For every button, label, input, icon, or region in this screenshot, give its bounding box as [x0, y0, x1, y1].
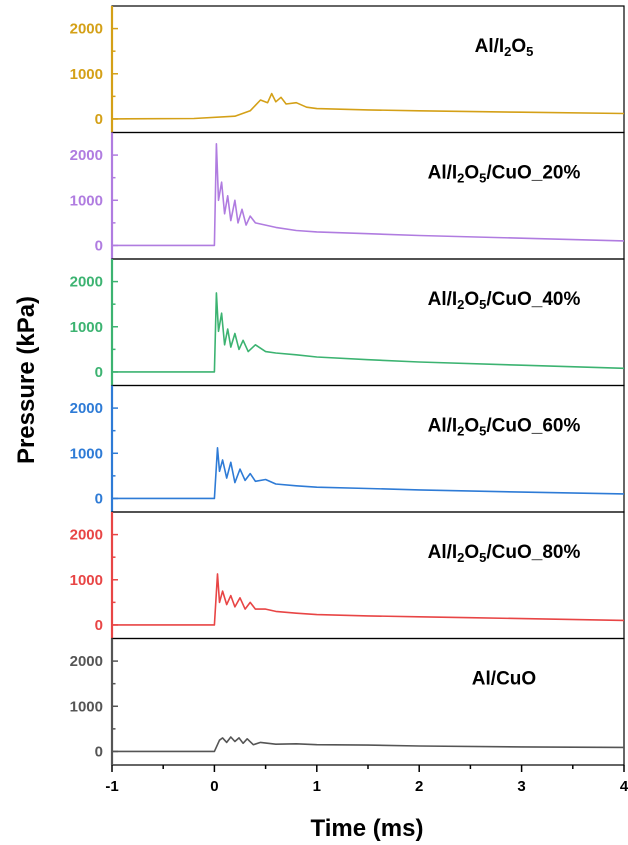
panel-2: 0 1000 2000 Al/I2O5/CuO_20%: [70, 131, 625, 260]
panel-frame: [111, 637, 625, 766]
panel-4: 0 1000 2000 Al/I2O5/CuO_60%: [70, 384, 625, 513]
x-axis: -1 0 1 2 3 4: [105, 765, 628, 795]
y-tick-label: 0: [95, 237, 103, 254]
panel-frame: [111, 131, 625, 260]
x-tick-label: 3: [517, 778, 525, 795]
panel-1: 0 1000 2000 Al/I2O5: [70, 5, 625, 134]
y-tick-label: 1000: [70, 66, 103, 83]
y-tick-label: 1000: [70, 319, 103, 336]
y-tick-label: 1000: [70, 572, 103, 589]
y-tick-label: 0: [95, 364, 103, 381]
y-tick-label: 2000: [70, 147, 103, 164]
panels-group: 0 1000 2000 Al/I2O5 0 1000 2000 Al/I2O5/CuO_20%…: [70, 5, 625, 766]
panel-label: Al/I2O5/CuO_60%: [428, 416, 581, 439]
series-line: [112, 573, 625, 626]
y-tick-label: 2000: [70, 527, 103, 544]
y-tick-label: 1000: [70, 192, 103, 209]
series-line: [112, 292, 625, 373]
y-tick-label: 0: [95, 617, 103, 634]
y-tick-label: 2000: [70, 274, 103, 291]
x-tick-label: 2: [415, 778, 423, 795]
y-tick-label: 1000: [70, 445, 103, 462]
panel-label: Al/CuO: [472, 669, 536, 690]
panel-3: 0 1000 2000 Al/I2O5/CuO_40%: [70, 258, 625, 387]
panel-label: Al/I2O5/CuO_20%: [428, 163, 581, 186]
x-tick-label: 4: [620, 778, 628, 795]
x-tick-label: -1: [105, 778, 118, 795]
y-tick-label: 2000: [70, 400, 103, 417]
y-tick-label: 2000: [70, 21, 103, 38]
y-tick-label: 0: [95, 111, 103, 128]
panel-5: 0 1000 2000 Al/I2O5/CuO_80%: [70, 511, 625, 640]
y-tick-label: 0: [95, 743, 103, 760]
series-line: [111, 92, 625, 120]
y-tick-label: 1000: [70, 698, 103, 715]
panel-label: Al/I2O5/CuO_40%: [428, 289, 581, 312]
y-tick-label: 0: [95, 490, 103, 507]
x-axis-title: Time (ms): [311, 815, 424, 842]
panel-6: 0 1000 2000 Al/CuO: [70, 637, 625, 766]
series-line: [112, 736, 625, 753]
panel-label: Al/I2O5: [475, 36, 534, 59]
series-line: [112, 143, 625, 247]
y-tick-label: 2000: [70, 653, 103, 670]
panel-frame: [111, 5, 625, 134]
panel-label: Al/I2O5/CuO_80%: [428, 542, 581, 565]
x-tick-label: 0: [210, 778, 218, 795]
y-axis-title: Pressure (kPa): [13, 296, 40, 464]
series-line: [112, 446, 625, 500]
x-tick-label: 1: [313, 778, 321, 795]
